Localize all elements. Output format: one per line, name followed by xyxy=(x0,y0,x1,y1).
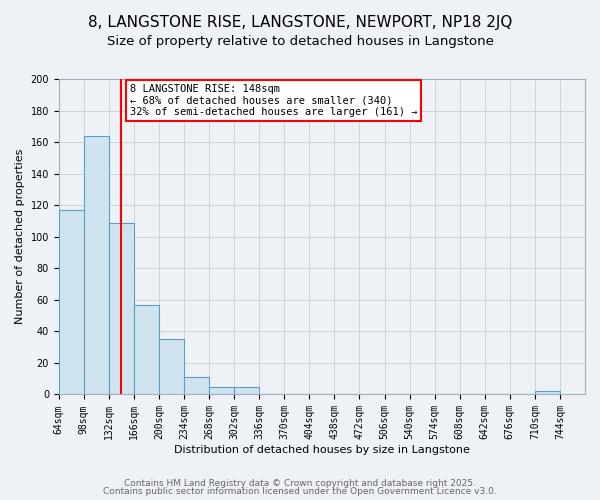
Bar xyxy=(209,386,234,394)
Bar xyxy=(134,304,159,394)
Text: 8 LANGSTONE RISE: 148sqm
← 68% of detached houses are smaller (340)
32% of semi-: 8 LANGSTONE RISE: 148sqm ← 68% of detach… xyxy=(130,84,418,117)
Bar xyxy=(184,377,209,394)
Text: Contains HM Land Registry data © Crown copyright and database right 2025.: Contains HM Land Registry data © Crown c… xyxy=(124,478,476,488)
Bar xyxy=(159,340,184,394)
X-axis label: Distribution of detached houses by size in Langstone: Distribution of detached houses by size … xyxy=(174,445,470,455)
Text: Size of property relative to detached houses in Langstone: Size of property relative to detached ho… xyxy=(107,35,493,48)
Bar xyxy=(235,386,259,394)
Bar xyxy=(59,210,83,394)
Bar xyxy=(109,222,134,394)
Bar xyxy=(84,136,109,394)
Text: 8, LANGSTONE RISE, LANGSTONE, NEWPORT, NP18 2JQ: 8, LANGSTONE RISE, LANGSTONE, NEWPORT, N… xyxy=(88,15,512,30)
Text: Contains public sector information licensed under the Open Government Licence v3: Contains public sector information licen… xyxy=(103,487,497,496)
Y-axis label: Number of detached properties: Number of detached properties xyxy=(15,149,25,324)
Bar xyxy=(535,392,560,394)
